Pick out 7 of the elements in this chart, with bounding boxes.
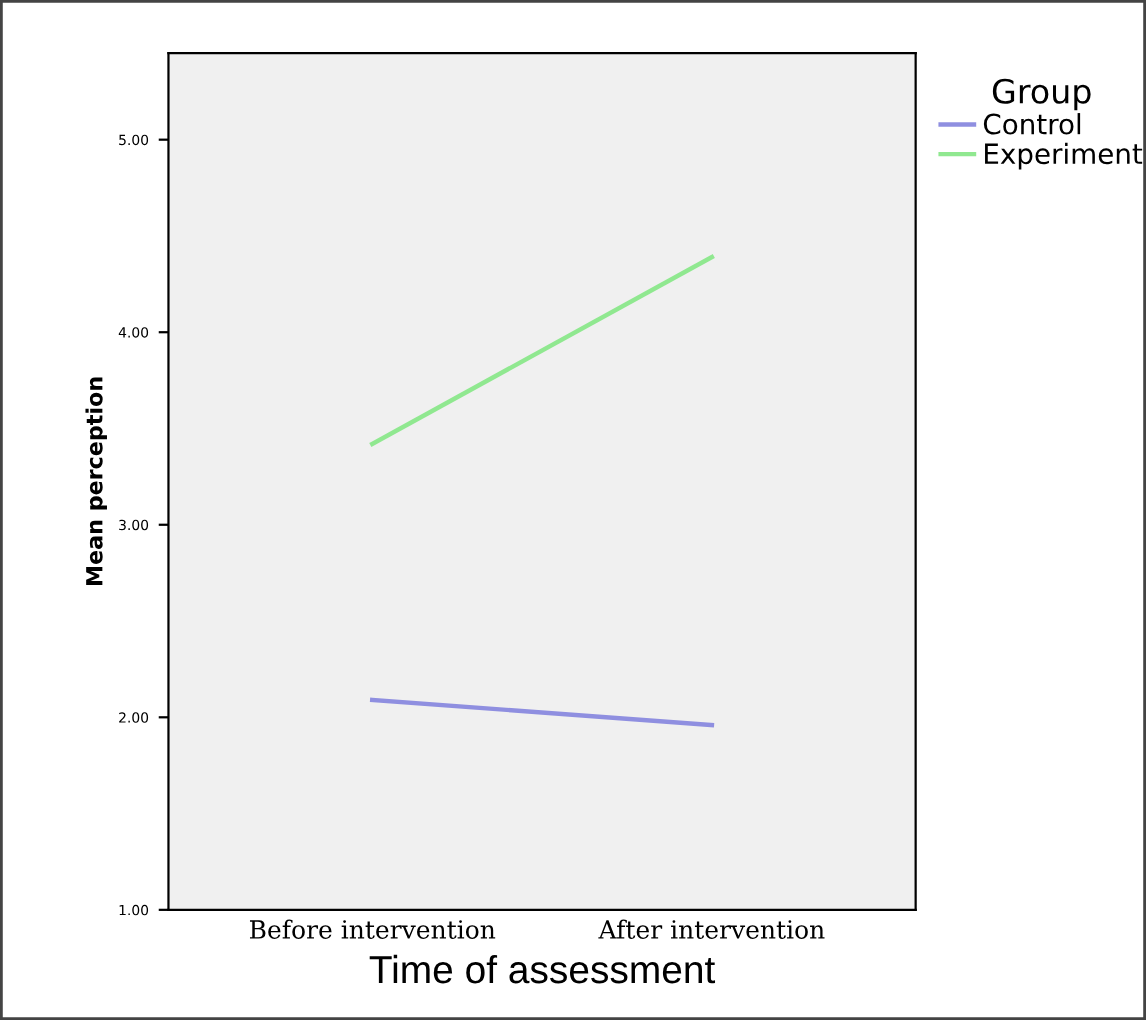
- y-axis-title: Mean perception: [85, 377, 107, 585]
- legend-label: Control: [983, 113, 1081, 135]
- x-axis-title: Time of assessment: [369, 954, 716, 984]
- x-tick-label: After intervention: [598, 919, 825, 939]
- legend-label: Experiment: [985, 142, 1143, 170]
- legend-title: Group: [992, 78, 1091, 111]
- x-tick-label: Before intervention: [249, 919, 496, 939]
